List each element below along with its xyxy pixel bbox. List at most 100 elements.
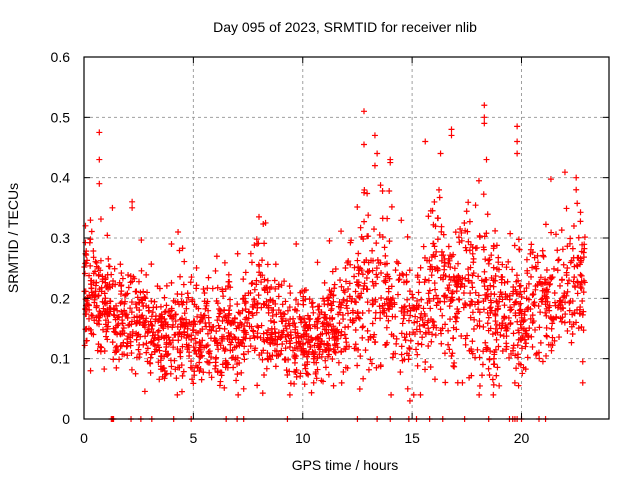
data-point [422,276,429,283]
data-point [581,241,588,248]
data-point [291,306,298,313]
data-point [381,300,388,307]
data-point [159,322,166,329]
data-point [499,261,506,268]
data-point [236,324,243,331]
data-point [264,350,271,357]
data-point [208,354,215,361]
data-point [125,272,132,279]
data-point [148,261,155,268]
data-point [539,358,546,365]
data-point [413,346,420,353]
data-point [105,255,112,262]
data-point [458,229,465,236]
data-point [475,306,482,313]
data-point [215,346,222,353]
data-point [335,359,342,366]
data-point [456,296,463,303]
data-point [110,356,117,363]
data-point [495,254,502,261]
data-point [103,328,110,335]
data-point [495,303,502,310]
data-point [375,260,382,267]
data-point [151,298,158,305]
data-point [492,329,499,336]
data-point [425,290,432,297]
x-tick-label: 10 [295,430,311,446]
data-point [261,287,268,294]
data-point [122,291,129,298]
data-point [371,132,378,139]
data-point [331,326,338,333]
data-point [136,350,143,357]
data-point [87,262,94,269]
data-point [93,302,100,309]
data-point [88,289,95,296]
data-point [259,257,266,264]
data-point [148,325,155,332]
data-point [310,379,317,386]
data-point [543,324,550,331]
data-point [287,380,294,387]
chart-title: Day 095 of 2023, SRMTID for receiver nli… [213,19,477,35]
data-point [194,313,201,320]
data-point [364,190,371,197]
data-point [379,215,386,222]
data-point [437,150,444,157]
data-point [345,286,352,293]
data-point [419,334,426,341]
data-point [387,159,394,166]
data-point [178,291,185,298]
data-point [383,313,390,320]
data-point [135,278,142,285]
x-tick-labels: 0 5 10 15 20 [80,430,529,446]
data-point [183,299,190,306]
data-point [492,318,499,325]
data-point [144,289,151,296]
data-point [441,266,448,273]
data-point [254,300,261,307]
data-point [104,232,111,239]
data-point [85,325,92,332]
data-point [476,391,483,398]
data-point [355,270,362,277]
data-point [469,250,476,257]
data-point [87,217,94,224]
data-point [406,346,413,353]
data-point [196,338,203,345]
data-point [338,328,345,335]
data-point [371,339,378,346]
data-point [510,284,517,291]
data-point [519,370,526,377]
data-point [528,241,535,248]
data-point [567,235,574,242]
data-point [413,326,420,333]
data-point [184,332,191,339]
data-point [465,199,472,206]
data-point [523,330,530,337]
data-point [446,282,453,289]
data-point [484,211,491,218]
data-point [453,326,460,333]
data-point [425,213,432,220]
data-point [458,280,465,287]
data-point [569,330,576,337]
data-point [88,228,95,235]
data-point [455,260,462,267]
data-point [208,374,215,381]
data-point [539,295,546,302]
data-point [225,307,232,314]
data-point [324,353,331,360]
data-point [281,311,288,318]
data-point [388,283,395,290]
data-point [498,279,505,286]
data-point [338,228,345,235]
data-point [303,370,310,377]
data-point [431,322,438,329]
data-point [470,325,477,332]
data-point [238,321,245,328]
data-point [548,274,555,281]
data-point [508,350,515,357]
data-point [227,296,234,303]
data-point [503,333,510,340]
